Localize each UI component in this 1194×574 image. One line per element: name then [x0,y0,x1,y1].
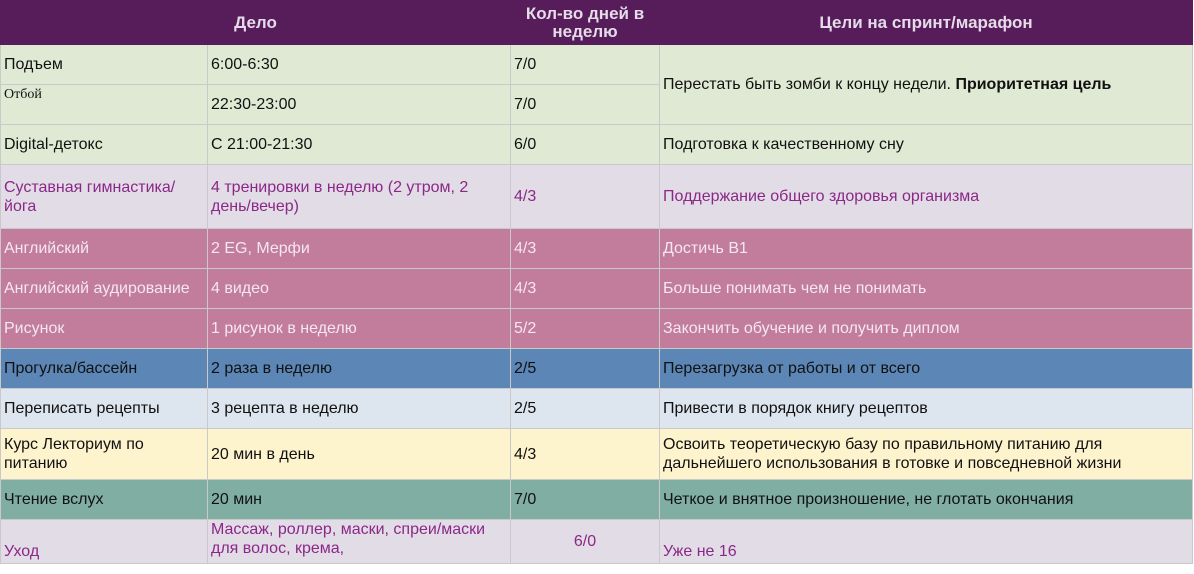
plan-cell: С 21:00-21:30 [206,124,512,165]
days-cell: 7/0 [510,479,661,520]
goal-cell: Перестать быть зомби к концу недели. При… [659,44,1194,125]
goal-cell: Привести в порядок книгу рецептов [659,388,1194,429]
task-cell: Чтение вслух [0,479,208,520]
goal-cell: Закончить обучение и получить диплом [659,308,1194,349]
table-row: Суставная гимнастика/йога 4 тренировки в … [0,164,1194,229]
header-row: Дело Кол-во дней в неделю Цели на спринт… [0,0,1194,45]
goal-cell: Достичь В1 [659,228,1194,269]
plan-cell: 6:00-6:30 [206,44,512,85]
table-row: Английский 2 EG, Мерфи 4/3 Достичь В1 [0,228,1194,269]
table-row: Digital-детокс С 21:00-21:30 6/0 Подготовка… [0,124,1194,165]
goal-cell: Четкое и внятное произношение, не глотат… [659,479,1194,520]
table-row: Английский аудирование 4 видео 4/3 Больше п… [0,268,1194,309]
days-cell: 7/0 [510,84,661,125]
days-cell: 2/5 [510,388,661,429]
days-cell: 2/5 [510,348,661,389]
task-cell: Уход [0,519,208,564]
plan-cell: Массаж, роллер, маски, спреи/маски для в… [206,519,512,564]
goal-text: Перестать быть зомби к концу недели. [663,76,951,93]
task-cell: Подъем [0,44,208,85]
plan-cell: 1 рисунок в неделю [206,308,512,349]
days-cell: 4/3 [510,428,661,480]
days-cell: 6/0 [510,124,661,165]
table-row: Рисунок 1 рисунок в неделю 5/2 Закончить об… [0,308,1194,349]
table-row: Курс Лекториум по питанию 20 мин в день 4/… [0,428,1194,480]
plan-cell: 4 видео [206,268,512,309]
plan-cell: 22:30-23:00 [206,84,512,125]
days-cell: 4/3 [510,164,661,229]
days-cell: 7/0 [510,44,661,85]
days-cell: 4/3 [510,268,661,309]
plan-cell: 20 мин [206,479,512,520]
goal-cell: Освоить теоретическую базу по правильном… [659,428,1194,480]
table-row: Чтение вслух 20 мин 7/0 Четкое и внятное пр… [0,479,1194,520]
header-cell: Цели на спринт/марафон [659,0,1194,45]
plan-cell: 4 тренировки в неделю (2 утром, 2 день/в… [206,164,512,229]
goal-cell: Уже не 16 [659,519,1194,564]
days-cell: 5/2 [510,308,661,349]
goal-cell: Подготовка к качественному сну [659,124,1194,165]
task-cell: Английский аудирование [0,268,208,309]
task-cell: Digital-детокс [0,124,208,165]
goal-cell: Больше понимать чем не понимать [659,268,1194,309]
table-row: Подъем 6:00-6:30 7/0 Перестать быть зомби к… [0,44,1194,125]
task-cell: Рисунок [0,308,208,349]
goal-emphasis: Приоритетная цель [955,76,1112,93]
goal-cell: Поддержание общего здоровья организма [659,164,1194,229]
plan-cell: 3 рецепта в неделю [206,388,512,429]
plan-cell: 2 EG, Мерфи [206,228,512,269]
task-cell: Отбой [0,84,208,125]
table-row: Отбой 22:30-23:00 7/0 [0,84,1193,125]
plan-cell: 2 раза в неделю [206,348,512,389]
header-cell: Кол-во дней в неделю [510,0,661,45]
plan-cell: 20 мин в день [206,428,512,480]
header-cell: Дело [0,0,512,45]
goal-cell: Перезагрузка от работы и от всего [659,348,1194,389]
task-cell: Переписать рецепты [0,388,208,429]
days-cell: 4/3 [510,228,661,269]
task-cell: Курс Лекториум по питанию [0,428,208,480]
table-row: Уход Массаж, роллер, маски, спреи/маски д… [0,519,1194,564]
table-row: Прогулка/бассейн 2 раза в неделю 2/5 Переза… [0,348,1194,389]
task-cell: Прогулка/бассейн [0,348,208,389]
task-cell: Английский [0,228,208,269]
days-cell: 6/0 [510,519,661,564]
table-row: Переписать рецепты 3 рецепта в неделю 2/5 П… [0,388,1194,429]
task-cell: Суставная гимнастика/йога [0,164,208,229]
